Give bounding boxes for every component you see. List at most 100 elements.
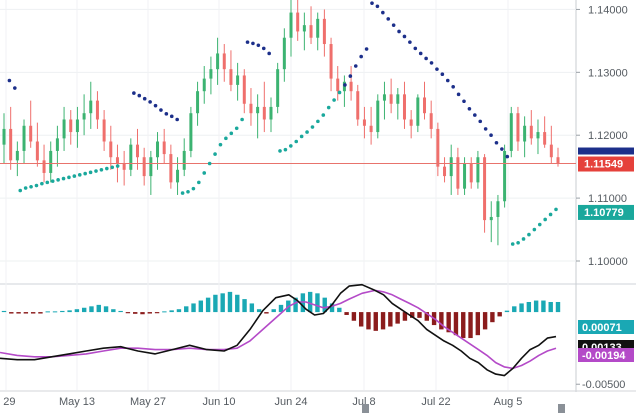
macd-histogram-bar <box>278 304 284 313</box>
candle-body <box>443 166 447 177</box>
macd-histogram-bar <box>125 312 131 314</box>
sar-dot <box>521 237 526 241</box>
sar-dot <box>67 175 71 180</box>
price-plot[interactable] <box>0 0 576 246</box>
scroll-marker <box>558 404 565 413</box>
x-tick-label: Aug 5 <box>494 396 523 408</box>
sar-dot <box>359 54 363 59</box>
macd-line <box>0 283 557 377</box>
sar-dot <box>180 191 185 195</box>
macd-histogram-bar <box>315 293 320 313</box>
sar-dot <box>61 176 66 181</box>
candle-body <box>302 25 306 32</box>
candle-body <box>469 163 473 183</box>
sar-dot <box>397 29 401 34</box>
sar-dot <box>537 222 542 227</box>
macd-plot[interactable] <box>0 283 561 377</box>
macd-histogram-bar <box>96 304 101 313</box>
macd-histogram-bar <box>23 312 29 314</box>
price-tick-label: 1.14000 <box>588 4 628 16</box>
macd-histogram-bar <box>329 303 335 313</box>
axis-marker-blue <box>578 147 634 155</box>
candle-body <box>496 201 500 217</box>
macd-histogram-bar <box>16 312 21 314</box>
candle-body <box>169 154 173 183</box>
candle-body <box>382 94 386 101</box>
macd-histogram-bar <box>1 310 7 313</box>
sar-dot <box>505 154 510 159</box>
candle-body <box>182 150 186 170</box>
candle-body <box>416 97 420 126</box>
candle-body <box>276 69 280 107</box>
macd-histogram-bar <box>205 297 211 313</box>
sar-dot <box>489 133 493 138</box>
sar-dot <box>337 90 342 95</box>
sar-dot <box>348 74 353 78</box>
sar-dot <box>408 40 412 44</box>
candle-body <box>543 132 547 145</box>
candle-body <box>503 150 507 202</box>
sar-dot <box>462 99 466 104</box>
macd-hist-label: 0.00071 <box>578 320 634 334</box>
sar-dot <box>510 242 515 246</box>
macd-histogram-bar <box>526 301 532 313</box>
macd-histogram-bar <box>373 312 378 331</box>
macd-hist-label-bg <box>578 320 634 334</box>
sar-dot <box>240 117 244 122</box>
macd-histogram-bar <box>293 297 298 313</box>
candle-body <box>409 119 413 126</box>
candle-body <box>549 144 553 158</box>
sar-dot <box>554 207 558 212</box>
macd-histogram-bar <box>213 294 218 313</box>
sar-dot <box>283 147 288 152</box>
sar-dot <box>202 171 207 175</box>
sar-dot <box>234 126 239 131</box>
macd-histogram-bar <box>67 310 72 313</box>
sar-dot <box>23 186 28 190</box>
candle-body <box>62 119 66 139</box>
candle-body <box>389 94 393 104</box>
sar-dot <box>207 161 212 166</box>
macd-histogram-bar <box>140 312 145 315</box>
sar-dot <box>326 105 331 110</box>
macd-histogram-bar <box>402 312 408 321</box>
candle-body <box>29 125 33 142</box>
sar-dot <box>435 67 439 71</box>
macd-histogram-bar <box>446 312 451 333</box>
macd-histogram-bar <box>439 312 444 330</box>
scroll-marker <box>362 404 369 413</box>
candle-body <box>189 113 193 151</box>
price-tick-label: 1.11000 <box>588 193 627 205</box>
candle-body <box>329 44 333 79</box>
candle-body <box>269 106 273 120</box>
macd-histogram-bar <box>504 310 510 313</box>
x-tick-label: Jul 8 <box>352 396 375 408</box>
x-tick-label: Jun 24 <box>274 396 307 408</box>
macd-histogram-bar <box>111 309 116 313</box>
macd-histogram-bar <box>45 311 50 313</box>
candle-body <box>483 157 487 221</box>
sar-dot <box>191 186 196 191</box>
sar-dot <box>375 4 380 9</box>
current-price-label-bg <box>578 156 634 172</box>
x-axis: r 29 May 13 May 27 Jun 10 Jun 24 Jul 8 Jul 22 A… <box>0 396 565 413</box>
sar-dot <box>7 78 12 83</box>
candle-body <box>309 25 313 38</box>
candle-body <box>196 91 200 114</box>
current-price-label-text: 1.11549 <box>584 159 623 171</box>
macd-tick-label: -0.00500 <box>582 379 625 391</box>
macd-histogram-bar <box>235 294 240 313</box>
macd-histogram-bar <box>89 306 94 313</box>
candle-body <box>42 160 46 173</box>
candle-body <box>516 113 520 142</box>
candle-body <box>369 125 373 133</box>
macd-histogram-bar <box>482 312 488 330</box>
sar-dot <box>267 51 271 56</box>
candle-body <box>289 12 293 38</box>
candle-body <box>82 113 86 120</box>
sar-dot <box>99 168 104 172</box>
sar-dot <box>261 46 266 51</box>
x-tick-label: r 29 <box>0 396 15 408</box>
